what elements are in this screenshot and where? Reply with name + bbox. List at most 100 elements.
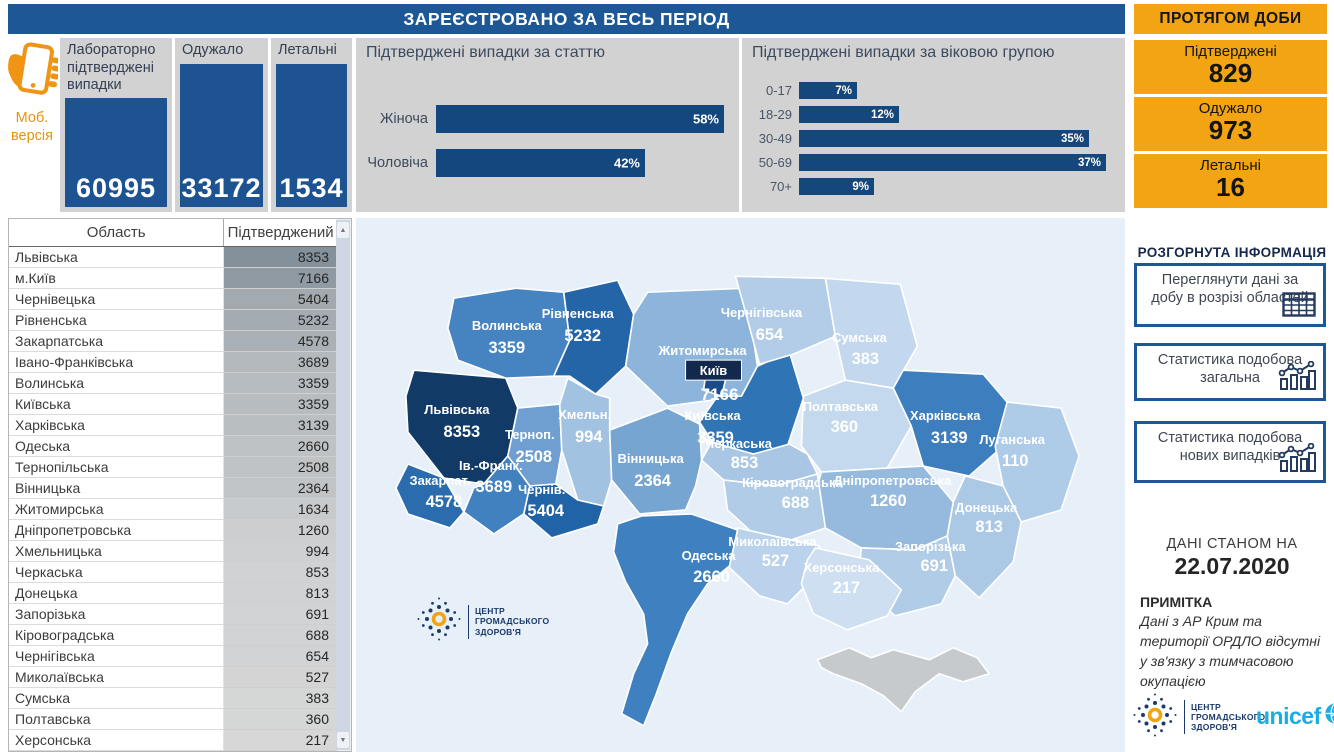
map-label-kirovohrad: Кіровоградська xyxy=(742,475,843,490)
map-label-lviv: Львівська xyxy=(424,402,490,417)
table-row[interactable]: Рівненська 5232 xyxy=(9,310,337,331)
table-row[interactable]: Миколаївська 527 xyxy=(9,667,337,688)
age-category-label: 18-29 xyxy=(758,107,792,122)
scroll-down-icon[interactable]: ▼ xyxy=(337,732,349,748)
data-as-of-label: ДАНІ СТАНОМ НА xyxy=(1166,536,1298,552)
map-region-kharkiv[interactable] xyxy=(892,369,1008,477)
button-daily-stats-total[interactable]: Статистика подобова загальна xyxy=(1134,343,1326,401)
map-region-kirovohrad[interactable] xyxy=(722,473,827,541)
region-name-cell: Рівненська xyxy=(9,310,224,331)
age-category-label: 0-17 xyxy=(765,83,792,98)
confirmed-value-cell: 1260 xyxy=(224,520,337,541)
table-row[interactable]: Харківська 3139 xyxy=(9,415,337,436)
age-bar-row: 50-69 37% xyxy=(748,154,1113,171)
age-bar[interactable]: 7% xyxy=(799,82,857,99)
kpi-value: 60995 xyxy=(75,173,157,203)
table-row[interactable]: Закарпатська 4578 xyxy=(9,331,337,352)
table-row[interactable]: Запорізька 691 xyxy=(9,604,337,625)
table-row[interactable]: м.Київ 7166 xyxy=(9,268,337,289)
mobile-version-link[interactable]: Моб. версія xyxy=(4,40,61,145)
scroll-up-icon[interactable]: ▲ xyxy=(337,222,349,238)
button-daily-by-region[interactable]: Переглянути дані за добу в розрізі облас… xyxy=(1134,263,1326,327)
kpi-title: Лабораторно підтверджені випадки xyxy=(67,42,156,94)
age-chart-panel: Підтверджені випадки за віковою групою 0… xyxy=(742,38,1125,212)
region-name-cell: Хмельницька xyxy=(9,541,224,562)
map-region-poltava[interactable] xyxy=(800,379,913,473)
table-row[interactable]: Черкаська 853 xyxy=(9,562,337,583)
age-bar[interactable]: 35% xyxy=(799,130,1089,147)
table-row[interactable]: Донецька 813 xyxy=(9,583,337,604)
table-scrollbar[interactable]: ▲ ▼ xyxy=(336,220,350,750)
table-row[interactable]: Вінницька 2364 xyxy=(9,478,337,499)
table-row[interactable]: Чернігівська 654 xyxy=(9,646,337,667)
confirmed-value-cell: 688 xyxy=(224,625,337,646)
table-row[interactable]: Дніпропетровська 1260 xyxy=(9,520,337,541)
table-row[interactable]: Івано-Франківська 3689 xyxy=(9,352,337,373)
table-row[interactable]: Волинська 3359 xyxy=(9,373,337,394)
gender-category-label: Жіноча xyxy=(380,110,428,127)
main-header: ЗАРЕЄСТРОВАНО ЗА ВЕСЬ ПЕРІОД xyxy=(8,4,1125,34)
confirmed-value-cell: 2364 xyxy=(224,478,337,499)
kpi-value-box[interactable]: 1534 xyxy=(276,64,347,207)
data-as-of-date: 22.07.2020 xyxy=(1174,553,1290,579)
table-row[interactable]: Полтавська 360 xyxy=(9,709,337,730)
table-row[interactable]: Одеська 2660 xyxy=(9,436,337,457)
confirmed-value-cell: 691 xyxy=(224,604,337,625)
button-daily-stats-new[interactable]: Статистика подобова нових випадків xyxy=(1134,421,1326,483)
map-value-kherson: 217 xyxy=(833,579,860,597)
phc-logo-icon xyxy=(415,595,463,647)
region-name-cell: Донецька xyxy=(9,583,224,604)
region-name-cell: Тернопільська xyxy=(9,457,224,478)
table-row[interactable]: Львівська 8353 xyxy=(9,247,337,268)
mobile-phone-hand-icon xyxy=(6,42,61,106)
kyiv-label-box xyxy=(685,359,742,381)
button-label: Статистика подобова нових випадків xyxy=(1157,430,1303,465)
phc-logo-icon xyxy=(1131,691,1179,743)
age-bar[interactable]: 12% xyxy=(799,106,899,123)
gender-bar[interactable]: 42% xyxy=(436,148,645,177)
table-row[interactable]: Київська 3359 xyxy=(9,394,337,415)
age-bar-row: 30-49 35% xyxy=(748,130,1113,147)
map-region-zakarp[interactable] xyxy=(395,463,465,529)
map-region-luhansk[interactable] xyxy=(994,401,1080,523)
table-row[interactable]: Хмельницька 994 xyxy=(9,541,337,562)
age-bar[interactable]: 9% xyxy=(799,178,874,195)
map-label-zakarp: Закарпат. xyxy=(409,473,470,488)
age-bar[interactable]: 37% xyxy=(799,154,1106,171)
map-label-ternopil: Терноп. xyxy=(505,427,555,442)
gender-bar-row: Чоловіча 42% xyxy=(362,148,725,177)
map-label-dnipro: Дніпропетровська xyxy=(833,473,952,488)
map-region-odesa[interactable] xyxy=(612,513,739,727)
table-row[interactable]: Кіровоградська 688 xyxy=(9,625,337,646)
table-row[interactable]: Житомирська 1634 xyxy=(9,499,337,520)
column-header-confirmed[interactable]: Підтверджений xyxy=(227,224,334,241)
map-label-rivne: Рівненська xyxy=(542,306,615,321)
map-value-kirovohrad: 688 xyxy=(782,494,809,512)
daily-header: ПРОТЯГОМ ДОБИ xyxy=(1134,4,1327,34)
map-label-khmeln: Хмельн. xyxy=(558,407,611,422)
logo-divider xyxy=(468,604,469,639)
gender-bar[interactable]: 58% xyxy=(436,104,724,133)
table-row[interactable]: Тернопільська 2508 xyxy=(9,457,337,478)
map-region-cherniv[interactable] xyxy=(522,483,605,539)
map-region-khmeln[interactable] xyxy=(558,377,613,507)
map-label-poltava: Полтавська xyxy=(803,399,879,414)
column-header-region[interactable]: Область xyxy=(9,219,225,246)
table-row[interactable]: Сумська 383 xyxy=(9,688,337,709)
region-name-cell: Закарпатська xyxy=(9,331,224,352)
table-row[interactable]: Чернівецька 5404 xyxy=(9,289,337,310)
map-region-ivfrank[interactable] xyxy=(463,455,531,535)
kpi-value-box[interactable]: 33172 xyxy=(180,64,263,207)
daily-card-label: Летальні xyxy=(1200,157,1261,174)
confirmed-value-cell: 654 xyxy=(224,646,337,667)
map-label-ivfrank: Ів.-Франк. xyxy=(459,458,523,473)
map-region-vinn[interactable] xyxy=(608,407,703,515)
table-row[interactable]: Херсонська 217 xyxy=(9,730,337,751)
map-value-ivfrank: 3689 xyxy=(476,478,513,496)
map-value-odesa: 2660 xyxy=(693,568,730,586)
region-name-cell: Харківська xyxy=(9,415,224,436)
daily-card-recovered: Одужало 973 xyxy=(1134,97,1327,151)
map-region-kherson[interactable] xyxy=(800,547,903,631)
kpi-value-box[interactable]: 60995 xyxy=(65,98,167,207)
